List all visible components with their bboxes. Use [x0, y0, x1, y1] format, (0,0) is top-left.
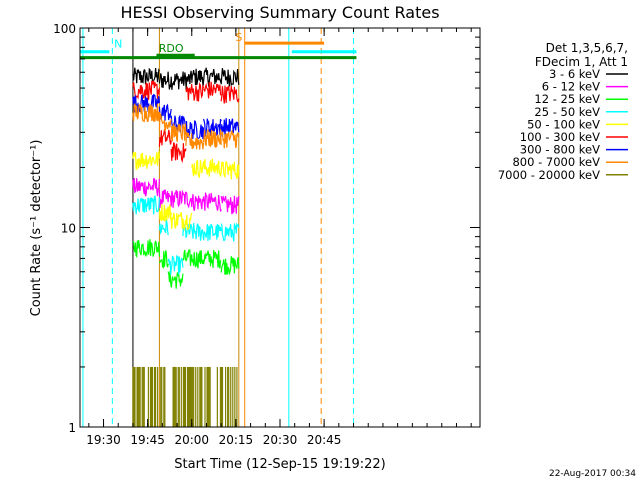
y-tick-label: 100: [53, 22, 76, 36]
legend-entry-label: 100 - 300 keV: [520, 130, 600, 144]
x-tick-label: 19:30: [86, 433, 121, 447]
legend: Det 1,3,5,6,7, FDecim 1, Att 1 3 - 6 keV…: [498, 41, 628, 182]
series-100-300-kev: [132, 80, 240, 164]
x-tick-label: 20:15: [219, 433, 254, 447]
series-line: [202, 118, 222, 137]
legend-entry-label: 12 - 25 keV: [534, 92, 600, 106]
series-12-25-kev: [132, 239, 240, 289]
series-line: [220, 161, 240, 180]
series-6-12-kev: [132, 177, 240, 215]
series-line: [132, 195, 160, 215]
series-line: [158, 250, 169, 269]
series-line: [132, 102, 160, 123]
series-line: [191, 67, 222, 87]
series-line: [167, 270, 184, 289]
flag-label: S: [235, 31, 242, 44]
series-line: [203, 81, 222, 99]
series-line: [158, 111, 172, 132]
series-line: [220, 118, 240, 137]
flag-bars: N S RDO: [80, 31, 357, 60]
x-tick-label: 19:45: [130, 433, 165, 447]
series-line: [220, 195, 240, 215]
y-tick-label: 10: [61, 222, 76, 236]
x-tick-label: 20:00: [174, 433, 209, 447]
plot-area: N S RDO: [80, 28, 357, 427]
series-line: [170, 123, 187, 142]
vertical-markers: [82, 28, 355, 427]
series-line: [167, 254, 184, 275]
legend-entry-label: 800 - 7000 keV: [512, 155, 600, 169]
series-line: [191, 192, 222, 212]
legend-entry-label: 7000 - 20000 keV: [498, 168, 600, 182]
series-line: [158, 219, 169, 236]
series-line: [191, 158, 222, 179]
series-line: [132, 151, 160, 171]
series-line: [132, 80, 160, 101]
series-line: [182, 249, 222, 269]
x-axis-label: Start Time (12-Sep-15 19:19:22): [174, 457, 385, 472]
series-line: [220, 68, 240, 87]
flag-label: N: [114, 37, 122, 50]
legend-header-line-2: FDecim 1, Att 1: [535, 55, 628, 69]
y-tick-label: 1: [68, 421, 76, 435]
series-group: [132, 67, 240, 427]
legend-entry-label: 3 - 6 keV: [549, 67, 600, 81]
series-50-100-kev: [132, 151, 240, 232]
legend-entry-label: 6 - 12 keV: [542, 80, 600, 94]
series-line: [158, 204, 172, 222]
series-line: [158, 189, 193, 209]
series-25-50-kev: [132, 195, 240, 275]
y-axis: 1 10 100: [53, 22, 480, 435]
x-axis: 19:30 19:45 20:00 20:15 20:30 20:45: [86, 28, 472, 447]
timestamp-annotation: 22-Aug-2017 00:34: [549, 469, 636, 479]
x-tick-label: 20:30: [263, 433, 298, 447]
series-line: [185, 81, 205, 102]
series-line: [158, 70, 193, 90]
series-line: [170, 142, 187, 164]
series-3-6-kev: [132, 67, 240, 90]
series-line: [132, 239, 160, 258]
x-tick-label: 20:45: [307, 433, 342, 447]
series-line: [220, 129, 240, 149]
series-line: [220, 222, 240, 242]
series-line: [158, 128, 172, 147]
series-line: [132, 67, 160, 85]
series-line: [182, 223, 222, 241]
series-line: [220, 256, 240, 276]
chart-title: HESSI Observing Summary Count Rates: [120, 3, 439, 22]
legend-entry-label: 50 - 100 keV: [527, 117, 600, 131]
series-line: [220, 85, 240, 104]
legend-header-line-1: Det 1,3,5,6,7,: [546, 41, 628, 55]
series-line: [202, 129, 222, 149]
series-line: [170, 212, 193, 232]
legend-entry-label: 300 - 800 keV: [520, 143, 600, 157]
series-7000-20000-kev: [132, 366, 238, 427]
flag-label: RDO: [159, 42, 184, 55]
series-line: [185, 131, 205, 150]
y-axis-label: Count Rate (s⁻¹ detector⁻¹): [29, 140, 44, 317]
legend-entry-label: 25 - 50 keV: [534, 105, 600, 119]
series-800-7000-kev: [132, 102, 240, 150]
series-line: [132, 177, 160, 197]
